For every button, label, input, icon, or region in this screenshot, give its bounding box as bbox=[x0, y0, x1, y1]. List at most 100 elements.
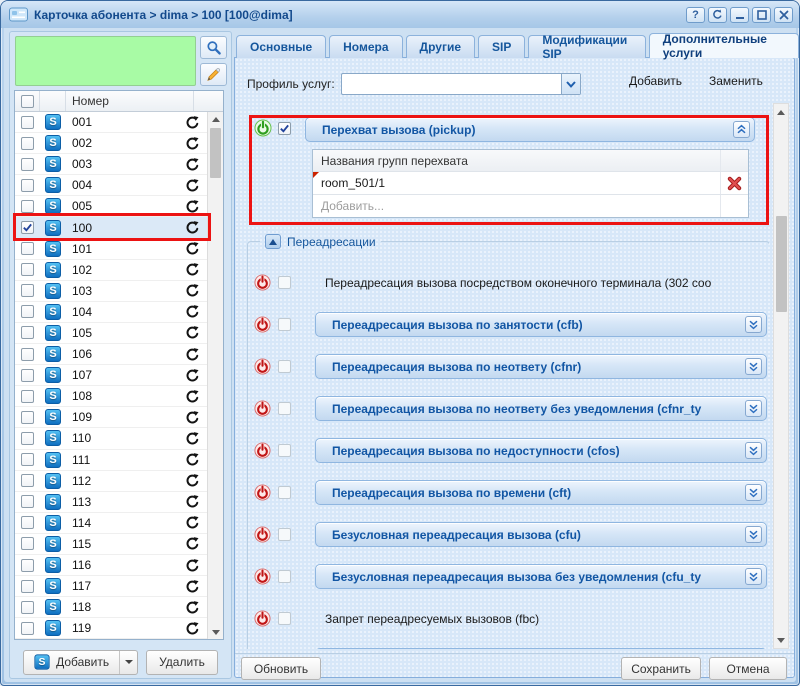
subscriber-number[interactable]: 113 bbox=[72, 494, 92, 509]
subscriber-row[interactable]: S 116 bbox=[15, 554, 207, 577]
tab-additional-services[interactable]: Дополнительные услуги bbox=[648, 32, 799, 60]
power-off-icon[interactable] bbox=[254, 568, 271, 585]
row-checkbox[interactable] bbox=[21, 347, 34, 361]
row-checkbox[interactable] bbox=[21, 474, 34, 488]
service-header[interactable]: Переадресация вызова по занятости (cfb) bbox=[315, 312, 767, 337]
history-button[interactable] bbox=[178, 368, 207, 383]
row-checkbox[interactable] bbox=[21, 516, 34, 530]
subscriber-number[interactable]: 114 bbox=[72, 515, 92, 530]
service-checkbox[interactable] bbox=[278, 402, 291, 415]
subscriber-row[interactable]: S 112 bbox=[15, 470, 207, 492]
row-checkbox[interactable] bbox=[21, 199, 34, 213]
history-button[interactable] bbox=[178, 199, 207, 214]
subscriber-row[interactable]: S 107 bbox=[15, 365, 207, 387]
subscriber-row[interactable]: S 100 bbox=[15, 217, 207, 239]
delete-group-button[interactable] bbox=[720, 172, 748, 194]
history-button[interactable] bbox=[178, 115, 207, 130]
minimize-button[interactable] bbox=[730, 6, 749, 23]
profile-add-button[interactable]: Добавить bbox=[629, 74, 683, 88]
tab-sip[interactable]: SIP bbox=[478, 35, 526, 58]
history-button[interactable] bbox=[178, 494, 207, 509]
help-button[interactable]: ? bbox=[686, 6, 705, 23]
subscriber-row[interactable]: S 117 bbox=[15, 576, 207, 598]
history-button[interactable] bbox=[178, 157, 207, 172]
service-checkbox[interactable] bbox=[278, 276, 291, 289]
row-checkbox[interactable] bbox=[21, 558, 34, 572]
collapse-icon[interactable] bbox=[733, 121, 750, 138]
expand-icon[interactable] bbox=[745, 442, 762, 459]
subscriber-number[interactable]: 102 bbox=[72, 262, 93, 277]
power-off-icon[interactable] bbox=[254, 316, 271, 333]
search-button[interactable] bbox=[200, 36, 227, 59]
subscriber-number[interactable]: 118 bbox=[72, 600, 92, 615]
service-checkbox[interactable] bbox=[278, 486, 291, 499]
power-on-icon[interactable] bbox=[254, 119, 272, 137]
service-header[interactable]: Безусловная переадресация вызова без уве… bbox=[315, 564, 767, 589]
title-bar[interactable]: Карточка абонента > dima > 100 [100@dima… bbox=[1, 1, 799, 28]
row-checkbox[interactable] bbox=[21, 579, 34, 593]
subscriber-row[interactable]: S 005 bbox=[15, 196, 207, 218]
history-button[interactable] bbox=[178, 325, 207, 340]
row-checkbox[interactable] bbox=[21, 157, 34, 171]
tab-numbers[interactable]: Номера bbox=[329, 35, 403, 58]
subscriber-number[interactable]: 100 bbox=[72, 220, 93, 235]
subscriber-row[interactable]: S 003 bbox=[15, 154, 207, 176]
subscriber-number[interactable]: 117 bbox=[72, 579, 92, 594]
service-header[interactable]: Переадресация по расписанию (find_me) bbox=[315, 648, 767, 649]
subscriber-number[interactable]: 105 bbox=[72, 325, 93, 340]
subscriber-row[interactable]: S 119 bbox=[15, 618, 207, 639]
service-profile-select[interactable] bbox=[341, 73, 581, 95]
select-all-checkbox[interactable] bbox=[20, 94, 34, 108]
maximize-button[interactable] bbox=[752, 6, 771, 23]
subscriber-row[interactable]: S 108 bbox=[15, 386, 207, 408]
row-checkbox[interactable] bbox=[21, 600, 34, 614]
cancel-button[interactable]: Отмена bbox=[709, 657, 787, 680]
refresh-button[interactable] bbox=[708, 6, 727, 23]
select-dropdown-button[interactable] bbox=[561, 74, 580, 94]
row-checkbox[interactable] bbox=[21, 178, 34, 192]
pickup-service-header[interactable]: Перехват вызова (pickup) bbox=[305, 117, 755, 142]
add-subscriber-button[interactable]: S Добавить bbox=[23, 649, 139, 675]
history-button[interactable] bbox=[178, 452, 207, 467]
profile-replace-button[interactable]: Заменить bbox=[709, 74, 763, 88]
subscriber-number[interactable]: 104 bbox=[72, 304, 93, 319]
history-button[interactable] bbox=[178, 347, 207, 362]
power-off-icon[interactable] bbox=[254, 442, 271, 459]
history-button[interactable] bbox=[178, 410, 207, 425]
refresh-button[interactable]: Обновить bbox=[241, 657, 321, 680]
tab-general[interactable]: Основные bbox=[236, 35, 327, 58]
row-checkbox[interactable] bbox=[21, 263, 34, 277]
service-checkbox[interactable] bbox=[278, 318, 291, 331]
row-checkbox[interactable] bbox=[21, 537, 34, 551]
subscriber-row[interactable]: S 106 bbox=[15, 344, 207, 366]
collapse-section-button[interactable] bbox=[265, 234, 281, 249]
service-checkbox[interactable] bbox=[278, 528, 291, 541]
subscriber-number[interactable]: 101 bbox=[72, 241, 93, 256]
subscriber-number[interactable]: 106 bbox=[72, 347, 93, 362]
subscriber-number[interactable]: 003 bbox=[72, 157, 93, 172]
service-header[interactable]: Переадресация вызова по времени (cft) bbox=[315, 480, 767, 505]
history-button[interactable] bbox=[178, 515, 207, 530]
number-column-header[interactable]: Номер bbox=[66, 91, 194, 111]
history-button[interactable] bbox=[178, 389, 207, 404]
power-off-icon[interactable] bbox=[254, 274, 271, 291]
subscriber-number[interactable]: 119 bbox=[72, 621, 92, 636]
subscriber-row[interactable]: S 001 bbox=[15, 112, 207, 134]
service-header[interactable]: Переадресация вызова по неответу (cfnr) bbox=[315, 354, 767, 379]
history-button[interactable] bbox=[178, 220, 207, 235]
subscriber-row[interactable]: S 104 bbox=[15, 301, 207, 323]
expand-icon[interactable] bbox=[745, 484, 762, 501]
delete-subscriber-button[interactable]: Удалить bbox=[146, 649, 218, 675]
row-checkbox[interactable] bbox=[21, 453, 34, 467]
power-off-icon[interactable] bbox=[254, 400, 271, 417]
service-checkbox[interactable] bbox=[278, 570, 291, 583]
search-filter-box[interactable] bbox=[15, 36, 196, 86]
history-button[interactable] bbox=[178, 178, 207, 193]
history-button[interactable] bbox=[178, 473, 207, 488]
service-checkbox[interactable] bbox=[278, 444, 291, 457]
row-checkbox[interactable] bbox=[21, 431, 34, 445]
expand-icon[interactable] bbox=[745, 358, 762, 375]
subscriber-number[interactable]: 115 bbox=[72, 536, 92, 551]
history-button[interactable] bbox=[178, 579, 207, 594]
subscriber-number[interactable]: 103 bbox=[72, 283, 93, 298]
